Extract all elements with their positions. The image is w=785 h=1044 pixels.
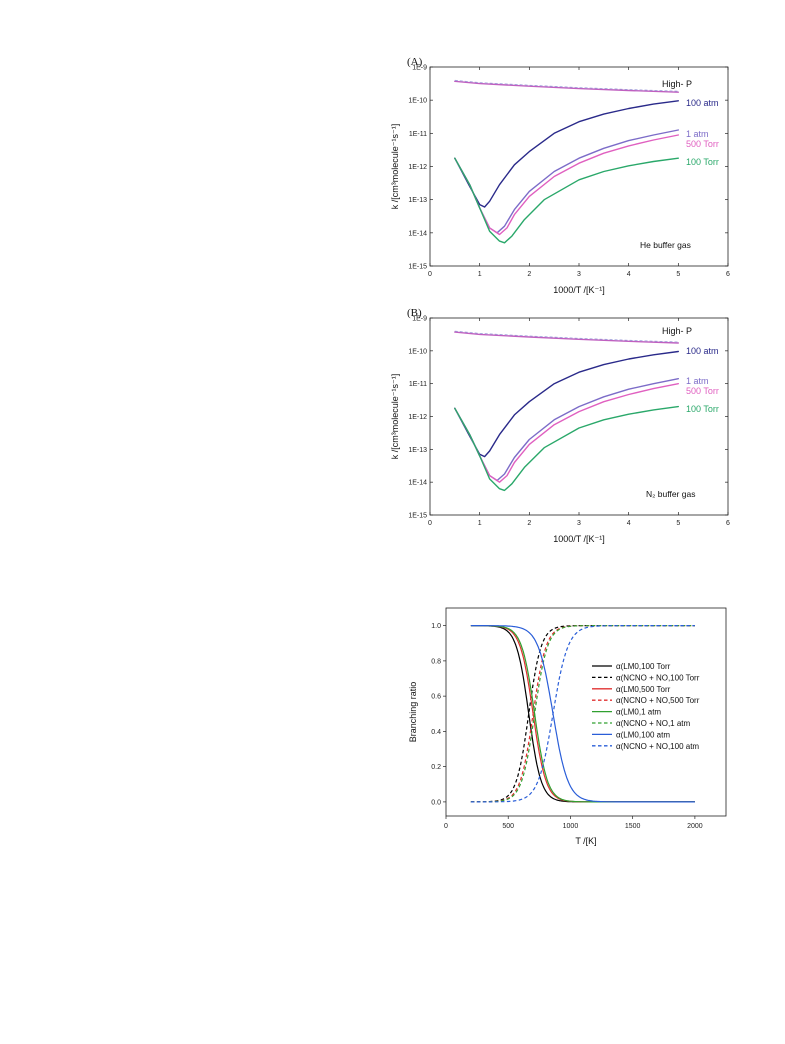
panel-a-annotation: He buffer gas xyxy=(640,240,691,250)
branching-x-tick-label: 0 xyxy=(444,823,448,830)
panel-b-x-axis-label: 1000/T /[K⁻¹] xyxy=(553,534,605,544)
panel-b-series-label: 500 Torr xyxy=(686,386,719,396)
panel-a-y-tick-label: 1E-11 xyxy=(409,131,427,138)
panel-a-series-line xyxy=(454,100,679,208)
panel-b-series-line xyxy=(454,378,679,482)
branching-frame xyxy=(445,607,727,817)
panel-b-series-label: 100 atm xyxy=(686,346,719,356)
branching-x-tick-label: 1000 xyxy=(563,823,579,830)
legend-label: α(LM0,100 atm xyxy=(616,730,670,739)
branching-y-tick-label: 0.2 xyxy=(431,764,441,771)
branching-series-line xyxy=(470,624,695,803)
branching-y-tick-label: 0.8 xyxy=(431,658,441,665)
legend-label: α(NCNO + NO,1 atm xyxy=(616,719,691,728)
panel-b-series-line xyxy=(454,331,679,344)
panel-b-y-tick-label: 1E-11 xyxy=(409,381,427,388)
branching-y-tick-label: 1.0 xyxy=(431,623,441,630)
panel-b-y-axis-label: k /[cm³molecule⁻¹s⁻¹] xyxy=(390,374,400,460)
panel-b-x-tick-label: 4 xyxy=(627,520,631,527)
panel-a-x-tick-label: 1 xyxy=(478,271,482,278)
panel-a-series-label: 100 atm xyxy=(686,98,719,108)
branching-x-tick-label: 500 xyxy=(502,823,514,830)
panel-a-x-tick-label: 4 xyxy=(627,271,631,278)
panel-a-y-tick-label: 1E-14 xyxy=(408,230,427,237)
panel-b-frame xyxy=(429,317,729,516)
panel-b-y-tick-label: 1E-10 xyxy=(408,348,427,355)
panel-b-x-tick-label: 5 xyxy=(676,520,680,527)
panel-b-y-tick-label: 1E-13 xyxy=(408,447,427,454)
branching-y-tick-label: 0.0 xyxy=(431,799,441,806)
branching-series-line xyxy=(470,624,695,803)
panel-b-y-tick-label: 1E-15 xyxy=(408,513,427,520)
branching-x-tick-label: 1500 xyxy=(625,823,641,830)
panel-b-x-tick-label: 3 xyxy=(577,520,581,527)
panel-b-series-label: 100 Torr xyxy=(686,404,719,414)
branching-y-tick-label: 0.6 xyxy=(431,694,441,701)
panel-a-x-axis-label: 1000/T /[K⁻¹] xyxy=(553,285,605,295)
panel-b-y-tick-label: 1E-9 xyxy=(412,316,427,323)
panel-b-annotation: N₂ buffer gas xyxy=(646,489,695,499)
panel-a-y-axis-label: k /[cm³molecule⁻¹s⁻¹] xyxy=(390,124,400,210)
panel-a-y-tick-label: 1E-12 xyxy=(408,164,427,171)
panel-a-label: (A) xyxy=(407,56,423,68)
panel-b-y-tick-label: 1E-12 xyxy=(408,414,427,421)
panel-b-series-line xyxy=(454,383,679,483)
panel-a-series-label: 500 Torr xyxy=(686,139,719,149)
panel-a-x-tick-label: 2 xyxy=(527,271,531,278)
panel-b-x-tick-label: 6 xyxy=(726,520,730,527)
branching-series-line xyxy=(470,624,695,803)
panel-b-series-line-highp-alt xyxy=(454,330,679,343)
panel-a-y-tick-label: 1E-15 xyxy=(408,264,427,271)
branching-series-line xyxy=(470,624,695,803)
branching-x-axis-label: T /[K] xyxy=(575,836,596,846)
legend-label: α(LM0,1 atm xyxy=(616,708,661,717)
panel-b-label: (B) xyxy=(407,307,422,319)
branching-series-line xyxy=(470,624,695,803)
branching-y-tick-label: 0.4 xyxy=(431,729,441,736)
branching-series-line xyxy=(470,624,695,803)
panel-b-series-line xyxy=(454,350,679,458)
panel-a-x-tick-label: 5 xyxy=(676,271,680,278)
panel-a-series-line xyxy=(454,129,679,234)
panel-a-y-tick-label: 1E-10 xyxy=(408,98,427,105)
branching-series-line xyxy=(470,624,695,803)
panel-a-x-tick-label: 0 xyxy=(428,271,432,278)
branching-x-tick-label: 2000 xyxy=(687,823,703,830)
panel-b-series-line xyxy=(454,405,679,492)
panel-a-y-tick-label: 1E-9 xyxy=(412,65,427,72)
branching-y-axis-label: Branching ratio xyxy=(408,682,418,743)
panel-b-series-label: High- P xyxy=(662,326,692,336)
panel-a-x-tick-label: 6 xyxy=(726,271,730,278)
panel-a-x-tick-label: 3 xyxy=(577,271,581,278)
legend-label: α(LM0,500 Torr xyxy=(616,685,671,694)
panel-a-series-label: High- P xyxy=(662,79,692,89)
legend-label: α(NCNO + NO,100 atm xyxy=(616,742,699,751)
panel-b-x-tick-label: 1 xyxy=(478,520,482,527)
legend-label: α(LM0,100 Torr xyxy=(616,662,671,671)
panel-a-series-line xyxy=(454,157,679,244)
panel-a-frame xyxy=(429,66,729,267)
panel-b-series-label: 1 atm xyxy=(686,376,709,386)
panel-a-series-line xyxy=(454,134,679,236)
panel-a-series-label: 1 atm xyxy=(686,129,709,139)
panel-b-x-tick-label: 0 xyxy=(428,520,432,527)
legend-label: α(NCNO + NO,500 Torr xyxy=(616,696,700,705)
panel-a-series-line xyxy=(454,80,679,93)
legend-label: α(NCNO + NO,100 Torr xyxy=(616,673,700,682)
branching-series-line xyxy=(470,624,695,803)
panel-b-x-tick-label: 2 xyxy=(527,520,531,527)
panel-a-series-line-highp-alt xyxy=(454,79,679,92)
panel-a-y-tick-label: 1E-13 xyxy=(408,197,427,204)
panel-a-series-label: 100 Torr xyxy=(686,157,719,167)
panel-b-y-tick-label: 1E-14 xyxy=(408,480,427,487)
